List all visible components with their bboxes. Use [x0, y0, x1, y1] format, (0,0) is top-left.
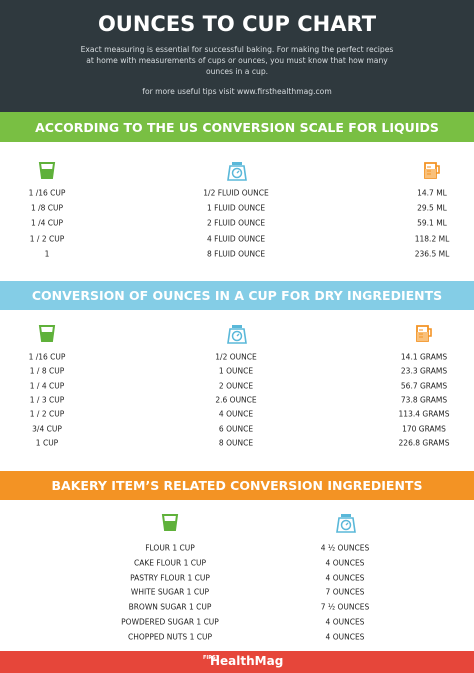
table-cell: 23.3 GRAMS: [400, 366, 448, 376]
table-cell: 4 OUNCES: [325, 617, 365, 627]
table-cell: 4 OUNCES: [325, 573, 365, 583]
table-cell: 4 ½ OUNCES: [320, 543, 370, 553]
table-cell: 1 / 2 CUP: [29, 409, 65, 419]
table-cell: 1 FLUID OUNCE: [206, 203, 266, 213]
table-cell: POWDERED SUGAR 1 CUP: [121, 617, 219, 627]
table-cell: 1 / 2 CUP: [29, 234, 65, 244]
icon: [226, 160, 248, 186]
table-cell: 1 / 4 CUP: [29, 381, 65, 391]
icon: [160, 512, 180, 536]
table-cell: BROWN SUGAR 1 CUP: [128, 602, 212, 612]
table-cell: 1 /16 CUP: [28, 188, 66, 198]
footer: FIRST HealthMag: [0, 651, 474, 673]
table-cell: 1: [44, 249, 50, 259]
table-cell: 1 /4 CUP: [30, 218, 64, 228]
table-cell: 56.7 GRAMS: [400, 381, 448, 391]
table-cell: 1/2 FLUID OUNCE: [203, 188, 269, 198]
section-band: ACCORDING TO THE US CONVERSION SCALE FOR…: [0, 112, 474, 142]
table-cell: FLOUR 1 CUP: [145, 543, 195, 553]
section-band: CONVERSION OF OUNCES IN A CUP FOR DRY IN…: [0, 281, 474, 310]
table-cell: 1 CUP: [35, 438, 59, 448]
section-band: BAKERY ITEM’S RELATED CONVERSION INGREDI…: [0, 471, 474, 500]
icon: [226, 323, 248, 349]
table-cell: 14.7 ML: [417, 188, 447, 198]
table-cell: 73.8 GRAMS: [400, 395, 448, 405]
table-cell: 1/2 OUNCE: [215, 352, 257, 362]
table-cell: 226.8 GRAMS: [398, 438, 450, 448]
table-cell: 8 FLUID OUNCE: [206, 249, 266, 259]
table-cell: 3/4 CUP: [32, 424, 62, 433]
table-cell: 8 OUNCE: [218, 438, 254, 448]
icon: [37, 160, 57, 184]
table-cell: CHOPPED NUTS 1 CUP: [128, 632, 212, 642]
icon: [37, 323, 57, 347]
table-cell: 6 OUNCE: [218, 424, 254, 433]
table-cell: 59.1 ML: [417, 218, 447, 228]
table-cell: 14.1 GRAMS: [400, 352, 448, 362]
subtitle: Exact measuring is essential for success…: [80, 45, 394, 76]
logo: HealthMag: [210, 654, 284, 668]
table-cell: 1 OUNCE: [218, 366, 254, 376]
table-cell: 7 ½ OUNCES: [320, 602, 370, 612]
table-cell: 236.5 ML: [414, 249, 450, 259]
table-cell: 29.5 ML: [417, 203, 447, 213]
link: for more useful tips visit www.firstheal…: [142, 87, 332, 96]
icon: [422, 160, 442, 184]
table-cell: WHITE SUGAR 1 CUP: [130, 587, 210, 597]
icon: [414, 323, 434, 347]
table-cell: 1 / 8 CUP: [29, 366, 65, 376]
table-cell: 4 OUNCES: [325, 632, 365, 642]
icon: [335, 512, 357, 538]
table-cell: 4 OUNCE: [218, 409, 254, 419]
table-cell: 113.4 GRAMS: [398, 409, 450, 419]
table-cell: 4 FLUID OUNCE: [206, 234, 266, 244]
table-cell: 7 OUNCES: [325, 587, 365, 597]
table-cell: 118.2 ML: [414, 234, 450, 244]
table-cell: 4 OUNCES: [325, 558, 365, 568]
table-cell: 1 / 3 CUP: [29, 395, 65, 405]
table-cell: 1 /8 CUP: [30, 203, 64, 213]
logo-small: FIRST: [203, 655, 220, 661]
table-cell: 2 FLUID OUNCE: [206, 218, 266, 228]
table-cell: 2 OUNCE: [218, 381, 254, 391]
table-cell: PASTRY FLOUR 1 CUP: [130, 573, 210, 583]
title: OUNCES TO CUP CHART: [97, 12, 377, 36]
table-cell: CAKE FLOUR 1 CUP: [133, 558, 207, 568]
header: OUNCES TO CUP CHART Exact measuring is e…: [0, 0, 474, 112]
table-cell: 170 GRAMS: [402, 424, 446, 433]
table-cell: 2.6 OUNCE: [215, 395, 257, 405]
table-cell: 1 /16 CUP: [28, 352, 66, 362]
